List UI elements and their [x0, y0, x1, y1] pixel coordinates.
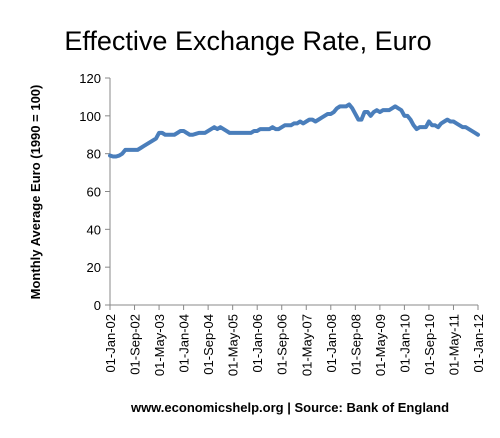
footer: www.economicshelp.org | Source: Bank of … [130, 400, 449, 415]
x-tick-label: 01-May-07 [299, 314, 314, 376]
x-tick-label: 01-May-05 [226, 314, 241, 376]
x-tick-label: 01-Jan-06 [250, 314, 265, 373]
series-line [108, 102, 480, 159]
x-tick-label: 01-Sep-04 [201, 314, 216, 375]
x-tick-label: 01-Sep-02 [128, 314, 143, 375]
y-tick-label: 0 [94, 298, 101, 313]
x-tick-label: 01-Jan-12 [471, 314, 486, 373]
y-tick-label: 40 [87, 222, 101, 237]
x-tick-label: 01-Sep-08 [348, 314, 363, 375]
y-axis-title: Monthly Average Euro (1990 = 100) [28, 85, 43, 300]
y-tick-label: 100 [79, 109, 101, 124]
x-tick-label: 01-Jan-02 [103, 314, 118, 373]
x-tick-label: 01-Jan-08 [324, 314, 339, 373]
y-tick-label: 80 [87, 147, 101, 162]
y-tick-label: 20 [87, 260, 101, 275]
x-tick-label: 01-May-09 [373, 314, 388, 376]
x-tick-label: 01-May-03 [152, 314, 167, 376]
x-tick-label: 01-Jan-10 [397, 314, 412, 373]
chart-title: Effective Exchange Rate, Euro [64, 26, 431, 56]
x-tick-label: 01-Sep-06 [275, 314, 290, 375]
x-tick-label: 01-Sep-10 [422, 314, 437, 375]
x-tick-label: 01-Jan-04 [177, 314, 192, 373]
y-tick-label: 120 [79, 71, 101, 86]
y-tick-label: 60 [87, 185, 101, 200]
x-tick-label: 01-May-11 [446, 314, 461, 375]
